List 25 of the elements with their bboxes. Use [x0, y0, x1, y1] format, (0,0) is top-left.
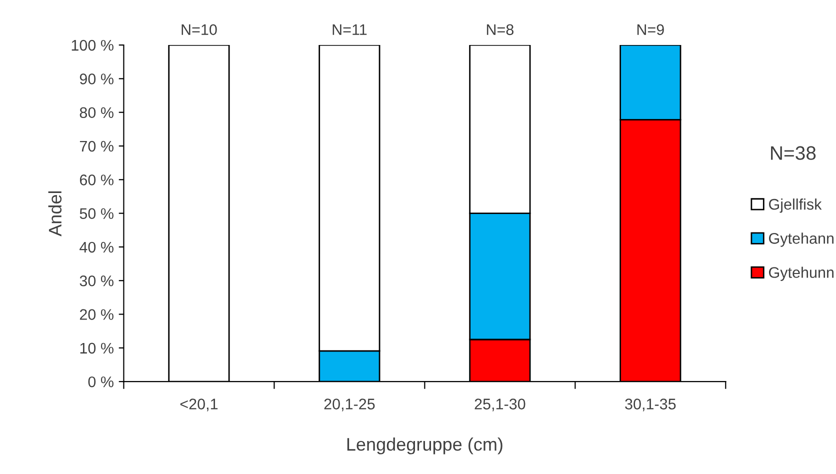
annotation: N=9 — [637, 24, 664, 36]
legend-label: Gjellfisk — [769, 198, 822, 213]
y-tick-label: 60 % — [80, 174, 114, 186]
y-tick-label: 0 % — [88, 376, 114, 388]
legend-title: N=38 — [771, 146, 816, 160]
annotation: N=11 — [332, 24, 367, 35]
x-tick-label: 30,1-35 — [625, 398, 676, 412]
y-tick-label: 90 % — [80, 74, 114, 84]
x-tick-label: 25,1-30 — [474, 398, 526, 412]
x-tick-label: 20,1-25 — [324, 398, 375, 412]
annotation: N=8 — [486, 24, 514, 36]
legend-label: Gytehunn — [769, 266, 834, 281]
y-tick-label: 10 % — [80, 342, 114, 354]
x-tick-label: <20,1 — [180, 398, 218, 412]
annotation: N=10 — [182, 24, 217, 36]
y-tick-label: 40 % — [80, 242, 114, 253]
y-tick-label: 70 % — [80, 140, 114, 152]
y-axis-title: Andel — [48, 191, 62, 236]
x-axis-title: Lengdegruppe (cm) — [347, 437, 502, 454]
legend-label: Gytehann — [769, 232, 834, 247]
y-tick-label: 80 % — [80, 107, 114, 118]
y-tick-label: 100 % — [72, 40, 114, 51]
y-tick-label: 50 % — [80, 208, 114, 219]
y-tick-label: 30 % — [80, 275, 114, 286]
y-tick-label: 20 % — [80, 309, 114, 320]
